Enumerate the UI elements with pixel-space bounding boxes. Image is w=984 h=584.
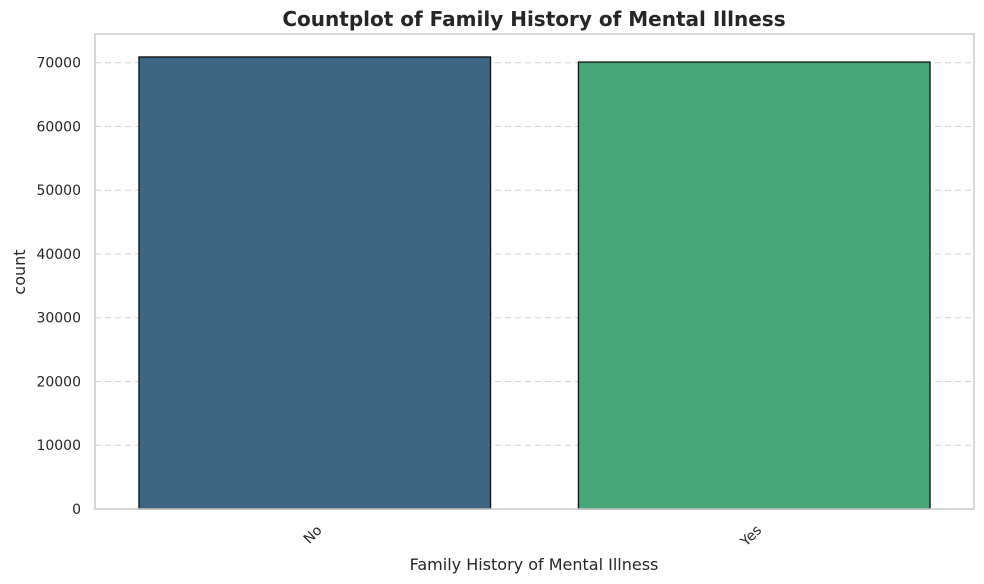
plot-frame [94,33,975,510]
bar-no [138,56,492,510]
y-axis-label: count [10,249,29,294]
x-axis-ticks: No Yes [301,523,765,551]
chart-title: Countplot of Family History of Mental Il… [282,7,785,31]
bars [138,56,931,510]
x-tick-label: Yes [737,523,765,551]
x-axis-label: Family History of Mental Illness [410,555,659,574]
y-tick-label: 60000 [36,119,81,135]
y-tick-label: 50000 [36,183,81,199]
x-tick-label: No [301,523,326,548]
y-tick-label: 20000 [36,374,81,390]
y-tick-label: 0 [72,502,81,518]
y-tick-label: 10000 [36,438,81,454]
y-tick-label: 30000 [36,311,81,327]
y-tick-label: 40000 [36,247,81,263]
bar-yes [577,61,931,510]
y-axis-ticks: 0 10000 20000 30000 40000 50000 60000 70000 [36,56,81,518]
y-tick-label: 70000 [36,56,81,72]
